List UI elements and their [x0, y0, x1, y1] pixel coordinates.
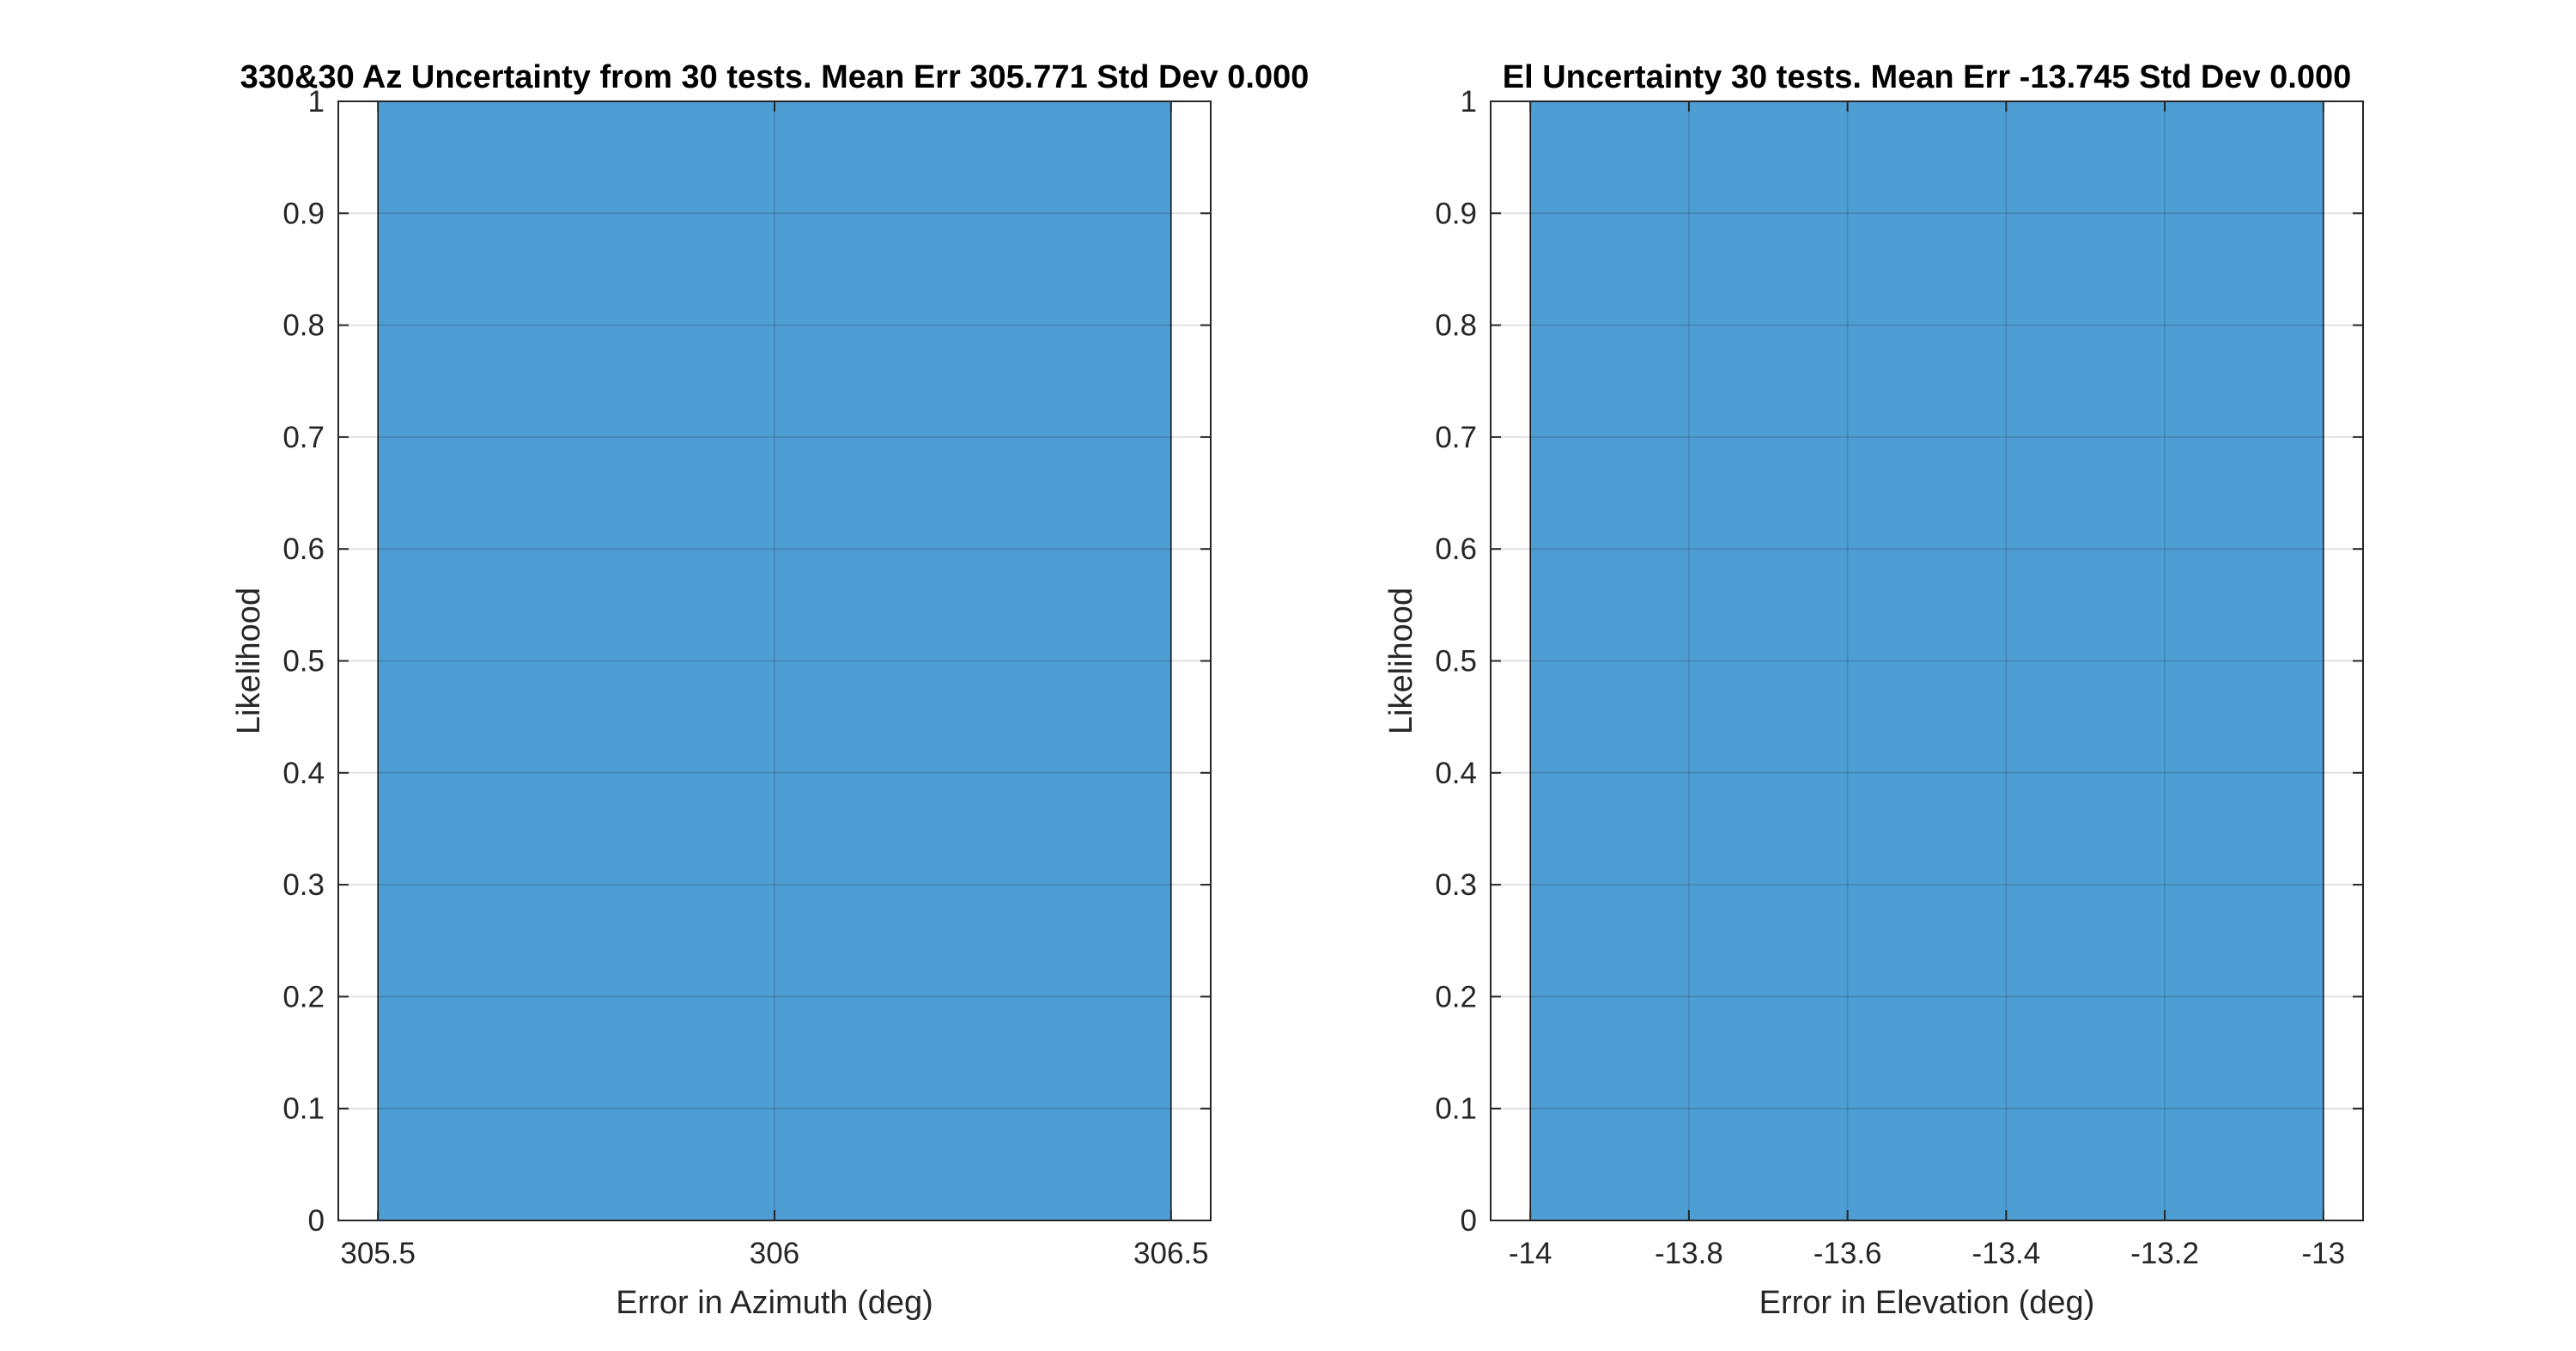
y-tick-label-azimuth-6: 0.6	[283, 532, 325, 566]
x-tick-label-elevation-2: -13.6	[1814, 1237, 1882, 1270]
y-tick-label-azimuth-7: 0.7	[283, 421, 325, 454]
chart-title-elevation: El Uncertainty 30 tests. Mean Err -13.74…	[1503, 59, 2351, 95]
histogram-bar-azimuth-0	[377, 100, 1172, 1221]
x-axis-label-azimuth: Error in Azimuth (deg)	[616, 1285, 933, 1321]
x-tick-label-elevation-5: -13	[2302, 1237, 2346, 1270]
axes-azimuth: 305.5 306 306.5 0 0.1 0.2 0.3 0.4 0.5 0.6 0.7 0.8 0.…	[231, 59, 1309, 1321]
x-tick-label-azimuth-0: 305.5	[340, 1237, 416, 1270]
histogram-bar-elevation-0	[1529, 100, 2324, 1221]
chart-title-azimuth: 330&30 Az Uncertainty from 30 tests. Mea…	[240, 59, 1309, 95]
y-axis-label-azimuth: Likelihood	[231, 587, 267, 734]
y-axis-label-elevation: Likelihood	[1383, 587, 1419, 734]
y-tick-label-elevation-3: 0.3	[1435, 868, 1477, 902]
y-tick-label-azimuth-8: 0.8	[283, 309, 325, 343]
x-tick-label-azimuth-1: 306	[750, 1237, 799, 1270]
x-tick-label-azimuth-2: 306.5	[1133, 1237, 1209, 1270]
y-tick-label-elevation-6: 0.6	[1435, 532, 1477, 566]
x-tick-label-elevation-0: -14	[1509, 1237, 1552, 1270]
x-tick-label-elevation-3: -13.4	[1971, 1237, 2040, 1270]
y-tick-label-elevation-9: 0.9	[1435, 197, 1477, 230]
x-tick-label-elevation-1: -13.8	[1655, 1237, 1723, 1270]
y-tick-label-elevation-0: 0	[1461, 1204, 1477, 1238]
y-tick-label-azimuth-3: 0.3	[283, 868, 325, 902]
y-tick-label-azimuth-4: 0.4	[283, 757, 325, 790]
axes-elevation: -14 -13.8 -13.6 -13.4 -13.2 -13 0 0.1 0.2 0.3 0.4 0…	[1383, 59, 2364, 1321]
x-axis-label-elevation: Error in Elevation (deg)	[1759, 1285, 2095, 1321]
y-tick-label-elevation-10: 1	[1461, 85, 1477, 119]
y-tick-label-elevation-7: 0.7	[1435, 421, 1477, 454]
y-tick-label-elevation-4: 0.4	[1435, 757, 1477, 790]
y-tick-label-azimuth-2: 0.2	[283, 980, 325, 1013]
y-tick-label-elevation-2: 0.2	[1435, 980, 1477, 1013]
y-tick-label-elevation-5: 0.5	[1435, 645, 1477, 679]
y-tick-label-azimuth-9: 0.9	[283, 197, 325, 230]
y-tick-label-azimuth-10: 1	[308, 85, 325, 119]
y-tick-label-elevation-8: 0.8	[1435, 309, 1477, 343]
y-tick-label-azimuth-5: 0.5	[283, 645, 325, 679]
x-tick-label-elevation-4: -13.2	[2130, 1237, 2199, 1270]
y-tick-label-azimuth-0: 0	[308, 1204, 325, 1238]
y-tick-label-azimuth-1: 0.1	[283, 1092, 325, 1126]
y-tick-label-elevation-1: 0.1	[1435, 1092, 1477, 1126]
